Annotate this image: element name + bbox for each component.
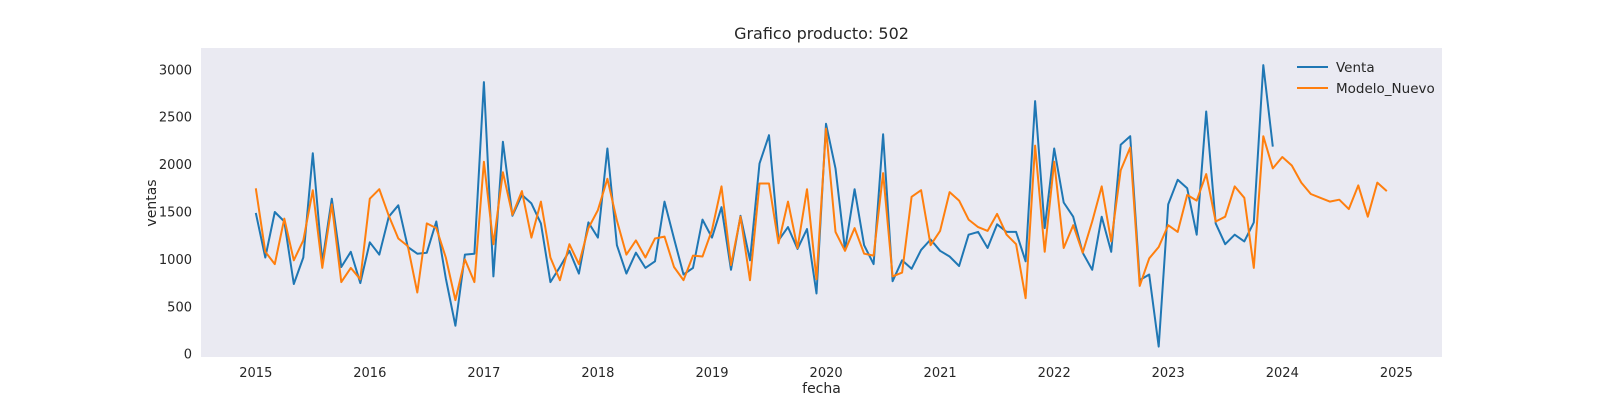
x-tick-label: 2015 bbox=[239, 366, 272, 381]
x-axis-label: fecha bbox=[802, 381, 841, 397]
series-layer bbox=[254, 64, 1388, 348]
y-tick-label: 500 bbox=[167, 300, 192, 315]
y-tick-label: 1000 bbox=[159, 253, 192, 268]
x-tick-label: 2016 bbox=[353, 366, 386, 381]
chart-title: Grafico producto: 502 bbox=[734, 24, 909, 43]
y-axis: 0 500 1000 1500 2000 2500 3000 bbox=[159, 63, 192, 362]
y-tick-label: 2000 bbox=[159, 158, 192, 173]
legend: Venta Modelo_Nuevo bbox=[1297, 60, 1435, 97]
x-axis: 2015 2016 2017 2018 2019 2020 2021 2022 2023 2024… bbox=[239, 366, 1413, 381]
series-line-modelo-nuevo bbox=[254, 127, 1388, 302]
x-tick-label: 2024 bbox=[1266, 366, 1299, 381]
y-tick-label: 2500 bbox=[159, 111, 192, 126]
x-tick-label: 2020 bbox=[810, 366, 843, 381]
x-tick-label: 2021 bbox=[924, 366, 957, 381]
x-tick-label: 2022 bbox=[1038, 366, 1071, 381]
x-tick-label: 2019 bbox=[695, 366, 728, 381]
legend-label-modelo-nuevo: Modelo_Nuevo bbox=[1336, 81, 1435, 97]
x-tick-label: 2023 bbox=[1152, 366, 1185, 381]
series-line-venta bbox=[254, 64, 1274, 348]
x-tick-label: 2017 bbox=[467, 366, 500, 381]
legend-label-venta: Venta bbox=[1336, 60, 1375, 76]
y-tick-label: 3000 bbox=[159, 63, 192, 78]
x-tick-label: 2025 bbox=[1380, 366, 1413, 381]
y-tick-label: 0 bbox=[184, 348, 192, 363]
y-tick-label: 1500 bbox=[159, 206, 192, 221]
x-tick-label: 2018 bbox=[581, 366, 614, 381]
y-axis-label: ventas bbox=[144, 179, 160, 226]
